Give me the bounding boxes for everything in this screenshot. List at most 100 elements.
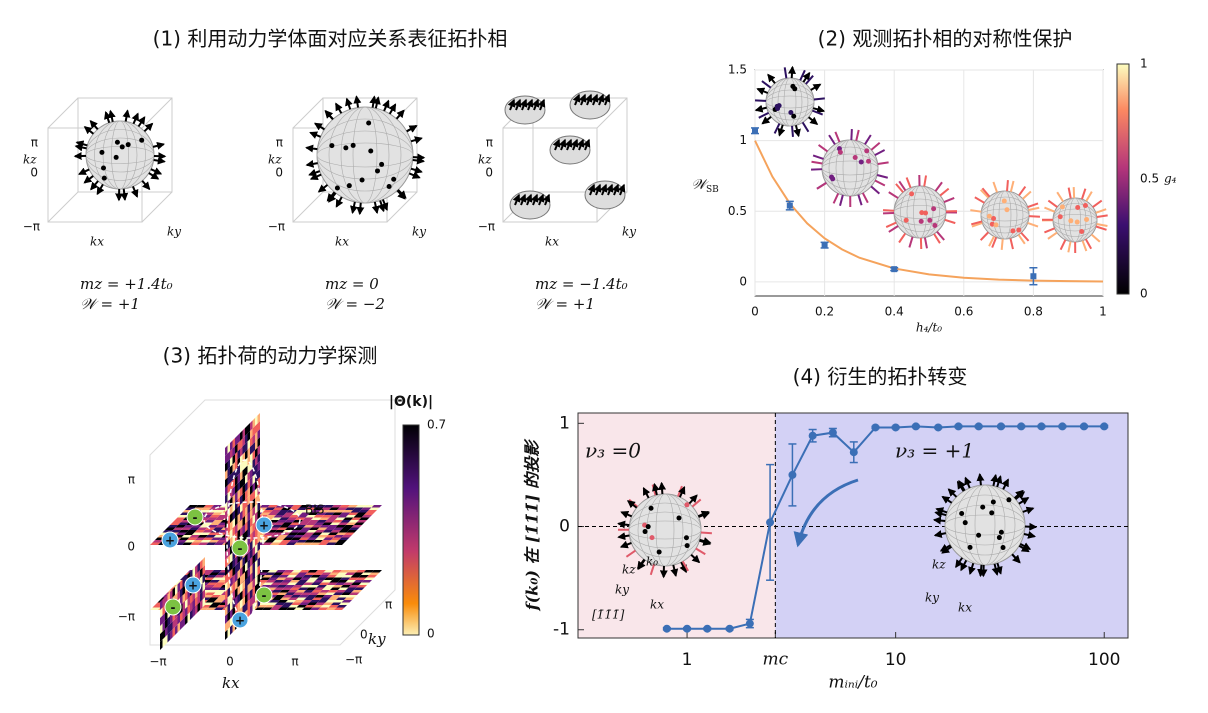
heatmap-cell [286, 542, 297, 545]
arrow [1056, 191, 1064, 203]
mesh [828, 139, 872, 197]
x-tick-label: mc [763, 650, 789, 670]
x-tick-label: 0.8 [1024, 305, 1043, 319]
heatmap-cell [202, 589, 205, 600]
heatmap-cell [247, 583, 250, 594]
heatmap-cell [237, 585, 240, 596]
heatmap-cell [225, 541, 228, 552]
heatmap-cell [279, 582, 290, 585]
heatmap-cell [288, 605, 299, 608]
heatmap-cell [162, 597, 165, 608]
heatmap-cell [225, 501, 228, 512]
arrow [305, 144, 318, 153]
heatmap-cell [335, 517, 346, 520]
heatmap-cell [293, 600, 304, 603]
heatmap-cell [197, 535, 208, 538]
heatmap-cell [201, 507, 212, 510]
arrow [679, 561, 688, 574]
arrow [1006, 180, 1009, 192]
heatmap-cell [320, 605, 331, 608]
arrow [773, 123, 781, 134]
arrow [960, 559, 968, 572]
heatmap-cell [337, 580, 348, 583]
arrow [350, 201, 358, 214]
heatmap-cell [252, 490, 255, 501]
heatmap-cell [319, 582, 330, 585]
arrow [150, 167, 163, 175]
heatmap-cell [250, 564, 253, 575]
mesh [893, 192, 947, 232]
heatmap-cell [232, 454, 235, 465]
heatmap-cell [235, 499, 238, 510]
heatmap-cell [326, 542, 337, 545]
heatmap-cell [212, 577, 223, 580]
heatmap-cell [345, 580, 356, 583]
arrow [1080, 188, 1087, 200]
heatmap-cell [286, 510, 297, 513]
arrow [690, 553, 701, 564]
heatmap-cell [346, 587, 357, 590]
arrow [512, 193, 521, 206]
arrow [933, 233, 941, 244]
heatmap-cell [295, 582, 306, 585]
heatmap-cell [255, 415, 258, 426]
dot [1004, 207, 1010, 213]
heatmap-cell [335, 590, 346, 593]
heatmap-cell [267, 570, 278, 573]
heatmap-cell [356, 520, 367, 523]
heatmap-cell [247, 503, 250, 514]
heatmap-cell [242, 460, 245, 471]
heatmap-cell [257, 501, 260, 512]
arrow [935, 507, 948, 515]
dot [959, 511, 965, 517]
arrow [1001, 478, 1010, 490]
heatmap-cell [348, 512, 359, 515]
heatmap-cell [299, 602, 310, 605]
heatmap-cell [192, 532, 203, 535]
data-point [954, 422, 963, 431]
heatmap-cell [185, 614, 188, 625]
arrow [513, 98, 522, 111]
sphere-label: kz [622, 563, 636, 577]
heatmap-cell [195, 596, 198, 607]
data-point [997, 422, 1006, 431]
heatmap-cell [294, 575, 305, 578]
heatmap-cell [355, 570, 366, 573]
heatmap-cell [323, 505, 334, 508]
heatmap-cell [274, 530, 285, 533]
arrow [1028, 215, 1041, 218]
heatmap-cell [252, 570, 255, 581]
arrow [943, 196, 955, 204]
arrow [885, 221, 897, 228]
data-point [1080, 422, 1089, 431]
heatmap-cell [348, 585, 359, 588]
arrow [936, 231, 945, 241]
heatmap-cell [361, 580, 372, 583]
heatmap-cell [195, 604, 198, 615]
heatmap-cell [180, 587, 183, 598]
heatmap-cell [324, 512, 335, 515]
arrow [934, 181, 943, 192]
heatmap-cell [237, 505, 240, 516]
heatmap-cell [260, 577, 271, 580]
data-point [911, 422, 920, 431]
heatmap-cell [227, 451, 230, 462]
arrow [1022, 190, 1032, 200]
heatmap-cell [250, 548, 253, 559]
heatmap-cell [302, 510, 313, 513]
arrow [947, 488, 958, 498]
heatmap-cell [255, 431, 258, 442]
heatmap-cell [300, 577, 311, 580]
heatmap-cell [250, 484, 253, 495]
arrow [120, 188, 129, 202]
heatmap-cell [335, 525, 346, 528]
heatmap-cell [214, 510, 225, 513]
heatmap-cell [252, 546, 255, 557]
arrow [524, 193, 533, 206]
heatmap-cell [240, 462, 243, 473]
heatmap-cell [325, 592, 336, 595]
heatmap-cell [275, 537, 286, 540]
heatmap-cell [245, 569, 248, 580]
arrow [974, 196, 985, 204]
dot [656, 549, 662, 555]
